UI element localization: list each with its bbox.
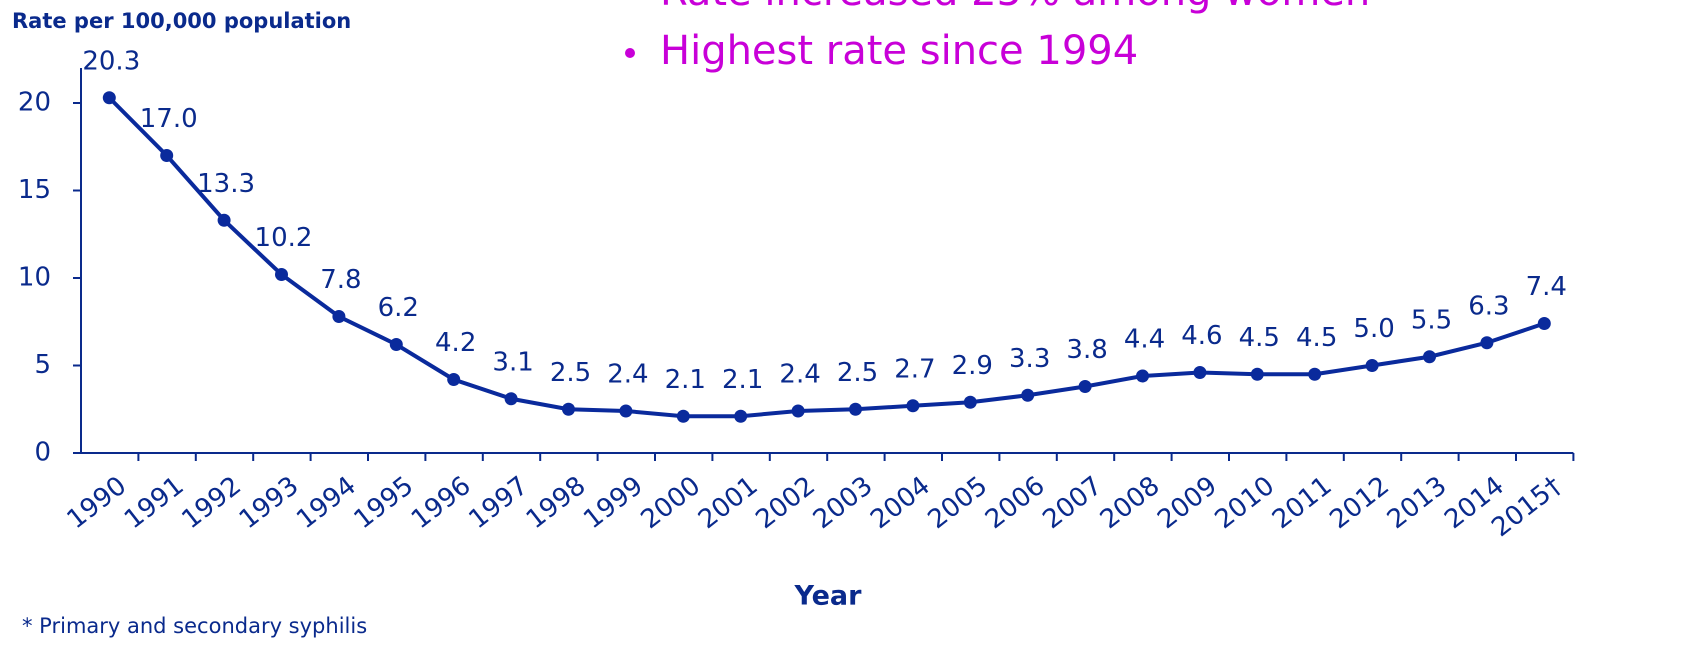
point	[562, 402, 575, 416]
value-label: 13.3	[197, 169, 255, 199]
point	[1480, 336, 1494, 350]
line	[107, 96, 1545, 419]
point	[963, 395, 977, 409]
x-tick-label: 2008	[1095, 471, 1166, 535]
point	[1423, 350, 1436, 364]
value-label: 4.6	[1181, 321, 1222, 351]
value-label: 2.1	[665, 365, 706, 395]
value-label: 3.8	[1066, 335, 1107, 365]
y-tick-label: 15	[18, 175, 51, 205]
point	[1308, 367, 1322, 381]
value-label: 2.5	[837, 358, 878, 388]
point	[906, 399, 920, 413]
point	[217, 213, 231, 227]
value-label: 5.0	[1353, 314, 1394, 344]
value-label: 4.5	[1296, 323, 1337, 353]
point	[389, 338, 403, 351]
point	[1537, 317, 1551, 330]
x-tick-label: 2012	[1324, 471, 1395, 535]
x-tick-label: 2006	[980, 471, 1051, 535]
point	[619, 404, 633, 418]
x-tick-label: 2002	[750, 471, 821, 535]
point	[1021, 388, 1035, 402]
value-label: 3.3	[1009, 344, 1050, 374]
x-tick-label: 2007	[1037, 471, 1108, 535]
x-tick-label: 1997	[463, 471, 534, 535]
x-tick-label: 1991	[119, 471, 190, 535]
point	[447, 373, 461, 386]
value-label: 20.3	[82, 46, 140, 76]
x-tick-label: 2005	[923, 471, 994, 535]
point	[504, 392, 518, 406]
annotation: Highest rate since 1994	[660, 28, 1138, 74]
value-label: 17.0	[140, 104, 198, 134]
point	[160, 149, 174, 162]
y-tick-label: 5	[34, 350, 51, 380]
value-label: 4.5	[1239, 323, 1280, 353]
value-label: 2.7	[894, 354, 935, 384]
x-tick-label: 1999	[578, 471, 649, 535]
x-axis-label: Year	[794, 581, 863, 612]
x-tick-label: 2011	[1267, 471, 1338, 535]
x-tick-label: 2000	[636, 471, 707, 535]
x-tick-label: 1998	[521, 471, 592, 535]
value-label: 2.9	[952, 351, 993, 381]
x-tick-label: 2009	[1152, 471, 1223, 535]
x-tick-label: 2001	[693, 471, 764, 535]
point	[1136, 369, 1149, 383]
value-label: 10.2	[255, 223, 313, 253]
value-label: 6.3	[1468, 291, 1509, 321]
point	[791, 404, 805, 418]
point	[1193, 366, 1207, 379]
x-tick-label: 1996	[406, 471, 477, 535]
x-tick-label: 2013	[1382, 471, 1453, 535]
value-label: 2.5	[550, 358, 591, 388]
point	[1250, 367, 1264, 381]
point	[849, 402, 862, 416]
value-label: 3.1	[492, 347, 533, 377]
x-tick-label: 1993	[234, 471, 305, 535]
x-tick-label: 1992	[176, 471, 247, 535]
point	[1365, 359, 1379, 372]
x-tick-label: 2004	[865, 471, 936, 535]
value-label: 6.2	[378, 293, 419, 323]
value-label: 4.2	[435, 328, 476, 358]
bullet	[625, 48, 635, 58]
value-label: 2.4	[779, 360, 820, 390]
value-label: 7.4	[1526, 272, 1567, 302]
point	[332, 310, 346, 323]
footnote: * Primary and secondary syphilis	[22, 614, 367, 638]
x-tick-label: 2003	[808, 471, 879, 535]
y-tick-label: 10	[18, 263, 51, 293]
point	[275, 268, 288, 281]
x-tick-label: 1995	[349, 471, 420, 535]
value-label: 2.4	[607, 360, 648, 390]
x-tick-label: 2010	[1210, 471, 1281, 535]
point	[676, 409, 690, 423]
annotation: Rate increased 25% among women	[660, 0, 1370, 15]
y-axis-label: Rate per 100,000 population	[12, 9, 351, 33]
point	[1078, 380, 1092, 393]
value-label: 4.4	[1124, 325, 1165, 355]
y-tick-label: 0	[34, 438, 51, 468]
point	[734, 409, 748, 423]
point	[102, 91, 116, 105]
value-label: 2.1	[722, 365, 763, 395]
x-tick-label: 1994	[291, 471, 362, 535]
value-label: 5.5	[1411, 305, 1452, 335]
x-tick-label: 1990	[62, 471, 133, 535]
value-label: 7.8	[320, 265, 361, 295]
y-tick-label: 20	[18, 88, 51, 118]
